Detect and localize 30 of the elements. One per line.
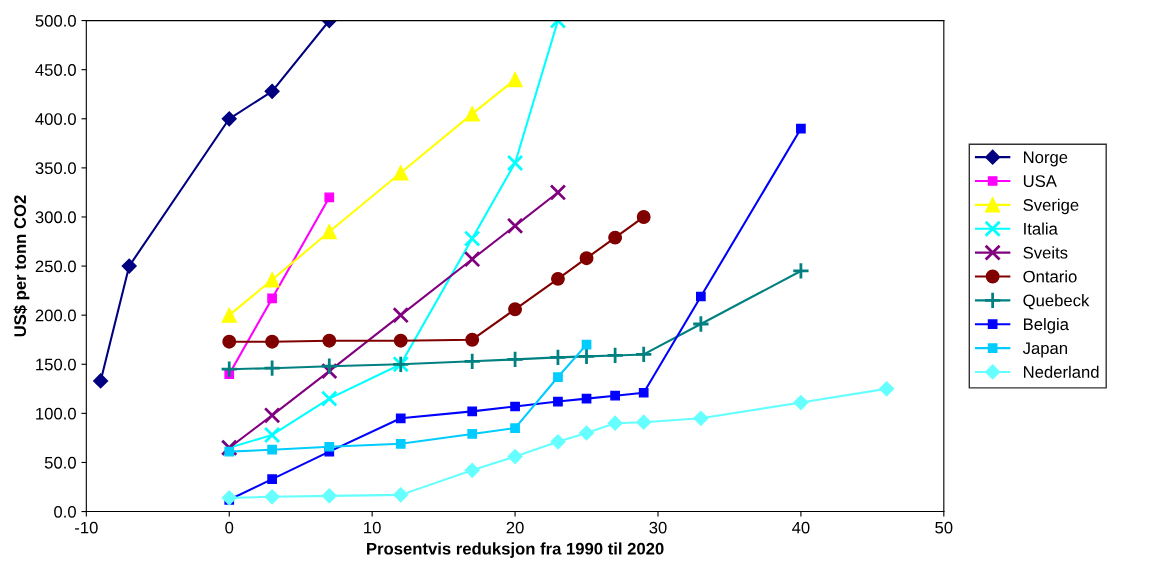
legend-label: Japan [1022,342,1067,358]
x-axis-title: Prosentvis reduksjon fra 1990 til 2020 [367,542,664,558]
legend-label: USA [1023,175,1057,187]
y-tick-label: 300.0 [35,211,76,224]
legend-label: Quebeck [1023,294,1090,310]
legend-label: Norge [1024,151,1068,167]
x-tick-label: 20 [506,521,524,534]
legend-label: Sveits [1023,246,1068,259]
legend-label: Nederland [1024,365,1099,378]
y-axis-title: US$ per tonn CO2 [13,195,30,337]
y-tick-label: 250.0 [35,260,76,273]
legend-label: Ontario [1023,270,1077,283]
x-tick-label: 50 [935,521,953,534]
y-tick-label: 450.0 [35,64,76,76]
y-tick-label: 350.0 [35,162,76,175]
legend-label: Sverige [1023,198,1079,215]
y-tick-label: 150.0 [36,358,76,371]
x-tick-label: 30 [649,521,667,534]
y-tick-label: 200.0 [35,309,76,322]
y-tick-label: 50.0 [44,456,76,469]
y-tick-label: 100.0 [36,407,76,420]
legend-label: Belgia [1024,317,1069,334]
x-tick-label: 40 [792,521,810,534]
y-tick-label: 400.0 [35,113,76,125]
y-tick-label: 500.0 [35,14,76,27]
x-tick-label: 0 [225,521,234,534]
y-tick-label: 0.0 [54,505,76,518]
x-tick-label: 10 [364,521,381,534]
legend-label: Italia [1024,222,1058,235]
x-tick-label: -10 [75,521,98,534]
